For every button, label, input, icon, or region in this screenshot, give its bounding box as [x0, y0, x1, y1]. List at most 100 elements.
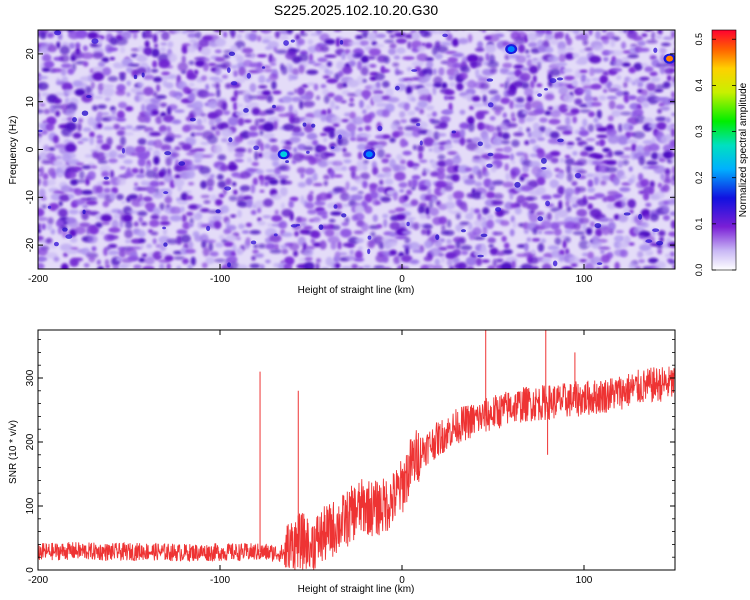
heatmap-cell [425, 57, 434, 62]
heatmap-cell [116, 83, 126, 92]
heatmap-cell [279, 34, 289, 41]
heatmap-cell [208, 62, 217, 67]
heatmap-cell [558, 54, 566, 63]
heatmap-cell [543, 252, 554, 259]
heatmap-cell [290, 74, 299, 80]
heatmap-cell [526, 127, 531, 133]
heatmap-cell [528, 213, 539, 223]
heatmap-cell [213, 220, 222, 230]
heatmap-cell [251, 107, 261, 116]
heatmap-cell [518, 117, 526, 124]
heatmap-cell [247, 131, 259, 138]
heatmap-cell [628, 166, 633, 172]
heatmap-cell [424, 179, 432, 189]
heatmap-cell [502, 181, 515, 188]
heatmap-cell [565, 248, 570, 255]
heatmap-cell [123, 172, 135, 178]
heatmap-cell [230, 44, 239, 53]
heatmap-cell [641, 101, 650, 108]
heatmap-cell [505, 172, 510, 181]
heatmap-cell [414, 106, 421, 112]
heatmap-cell [332, 166, 345, 172]
heatmap-cell [579, 103, 589, 108]
heatmap-cell [91, 38, 99, 44]
heatmap-cell [292, 109, 298, 115]
heatmap-cell [360, 222, 369, 232]
heatmap-cell [434, 240, 443, 248]
heatmap-cell [423, 82, 434, 88]
heatmap-cell [108, 158, 118, 164]
heatmap-cell [671, 112, 675, 117]
heatmap-cell [647, 91, 657, 96]
heatmap-cell [662, 81, 671, 89]
heatmap-cell [429, 247, 442, 257]
heatmap-cell [230, 64, 239, 69]
heatmap-cell [269, 173, 281, 179]
heatmap-cell [490, 25, 498, 30]
heatmap-cell [628, 242, 635, 246]
heatmap-hotspot [507, 46, 515, 53]
colorbar-ticks: 0.00.10.20.30.40.5 [694, 33, 736, 276]
heatmap-cell [229, 261, 240, 269]
heatmap-cell [562, 26, 567, 30]
heatmap-cell [456, 82, 464, 91]
heatmap-cell [281, 65, 288, 75]
heatmap-cell [90, 165, 98, 169]
heatmap-cell [665, 117, 671, 123]
heatmap-cell [204, 92, 216, 97]
heatmap-cell [139, 243, 144, 249]
heatmap-cell [342, 147, 347, 153]
heatmap-cell [54, 155, 63, 160]
heatmap-cell [103, 176, 109, 180]
heatmap-cell [65, 234, 73, 239]
heatmap-cell [520, 263, 533, 269]
heatmap-cell [580, 81, 591, 86]
heatmap-cell [185, 195, 194, 200]
heatmap-cell [511, 117, 517, 122]
heatmap-cell [537, 216, 544, 222]
heatmap-cell [491, 200, 504, 206]
colorbar-tick-label: 0.3 [694, 125, 704, 138]
snr-y-tick-label: 0 [25, 567, 36, 573]
heatmap-cell [121, 263, 131, 268]
heatmap-cell [372, 214, 378, 223]
heatmap-cell [46, 32, 55, 39]
heatmap-cell [218, 193, 225, 199]
heatmap-cell [67, 219, 79, 229]
heatmap-cell [650, 152, 659, 160]
heatmap-cell [526, 95, 534, 103]
heatmap-cell [573, 222, 582, 231]
heatmap-cell [369, 191, 379, 200]
heatmap-cell [584, 145, 595, 152]
heatmap-cell [493, 231, 504, 236]
heatmap-cell [53, 256, 60, 262]
heatmap-cell [293, 88, 298, 94]
heatmap-cell [649, 55, 657, 60]
heatmap-cell [574, 172, 582, 179]
snr-y-tick-label: 200 [25, 433, 36, 450]
heatmap-cell [532, 122, 540, 132]
heatmap-cell [487, 265, 496, 269]
heatmap-cell [460, 65, 471, 74]
heatmap-cell [200, 208, 210, 213]
heatmap-cell [430, 195, 438, 204]
heatmap-cell [671, 174, 675, 183]
heatmap-cell [113, 123, 121, 130]
heatmap-cell [591, 101, 602, 107]
heatmap-cell [402, 56, 415, 61]
heatmap-cell [185, 124, 198, 131]
heatmap-cell [587, 123, 595, 133]
heatmap-cell [257, 243, 266, 249]
heatmap-cell [186, 44, 197, 53]
heatmap-cell [53, 241, 59, 247]
heatmap-cell [646, 82, 656, 92]
heatmap-cell [38, 207, 45, 218]
heatmap-cell [550, 157, 559, 164]
heatmap-cell [76, 122, 82, 132]
heatmap-cell [565, 200, 570, 207]
heatmap-cell [503, 145, 513, 153]
heatmap-cell [153, 156, 160, 165]
heatmap-cell [152, 238, 157, 245]
heatmap-cell [144, 40, 150, 48]
heatmap-cell [320, 267, 330, 269]
